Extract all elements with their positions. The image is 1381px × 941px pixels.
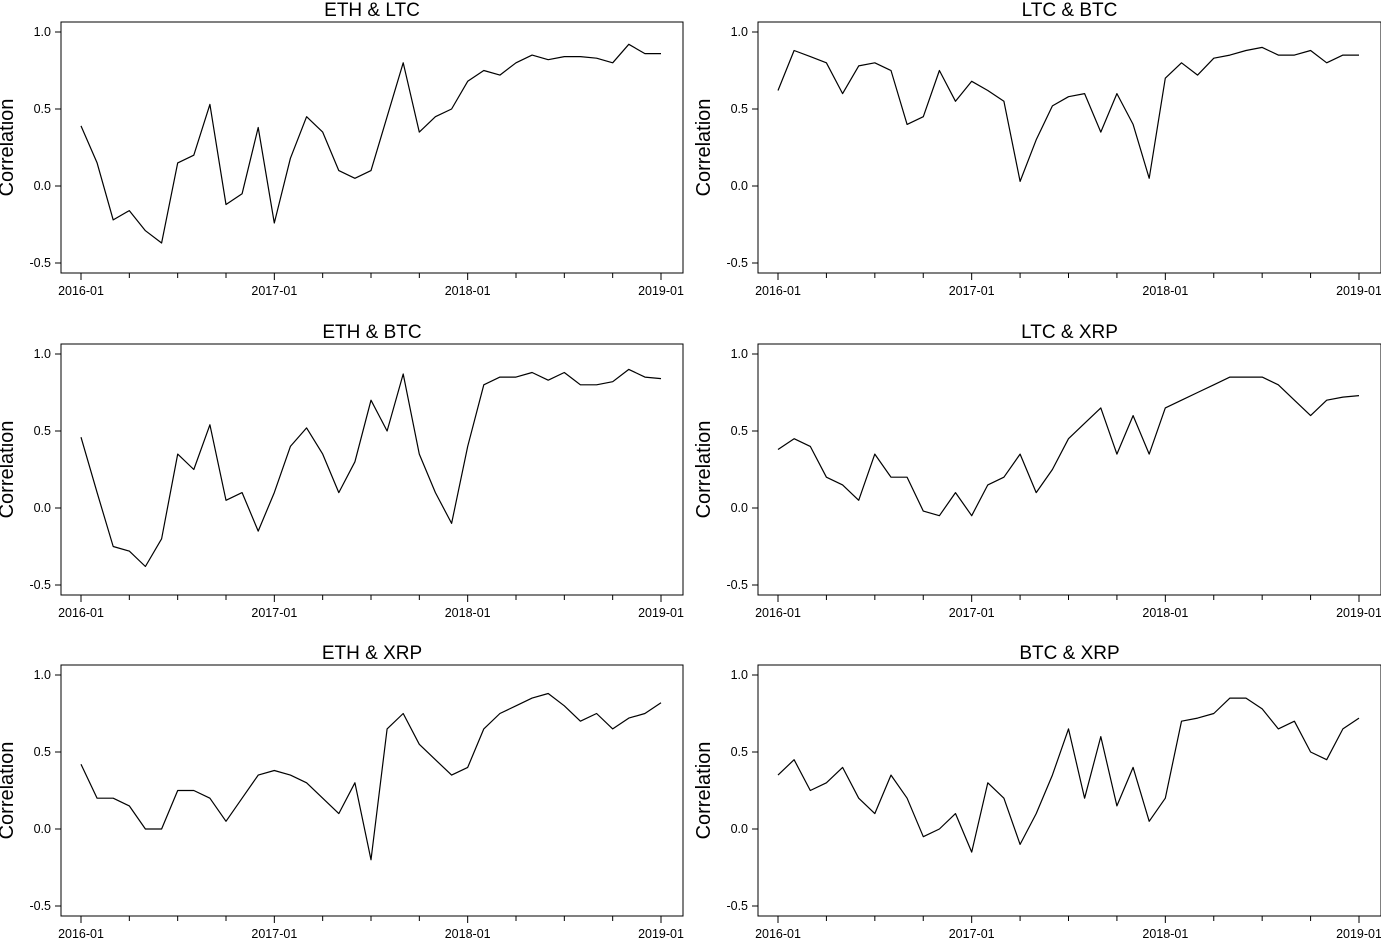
y-tick-label: 1.0: [34, 668, 51, 682]
plot-frame: [757, 664, 1381, 917]
y-tick-label: 0.5: [34, 424, 51, 438]
y-tick-label: -0.5: [726, 578, 748, 592]
y-tick-label: 0.0: [731, 501, 748, 515]
y-tick-label: 0.5: [34, 102, 51, 116]
y-tick-label: -0.5: [726, 256, 748, 270]
y-tick-label: 0.0: [34, 822, 51, 836]
x-tick-label: 2018-01: [1142, 927, 1188, 941]
y-tick-label: -0.5: [29, 899, 51, 913]
x-tick-label: 2019-01: [638, 927, 684, 941]
plot-frame: [60, 343, 684, 596]
y-tick-label: 0.5: [731, 102, 748, 116]
chart-panel-1: ETH & LTC Correlation -0.5 0.0 0.5 1.0 2016-01…: [0, 0, 684, 298]
y-tick-label: 0.0: [731, 179, 748, 193]
correlation-line: [80, 43, 661, 244]
y-tick-label: 1.0: [34, 347, 51, 361]
chart-title: ETH & LTC: [324, 0, 420, 21]
x-tick-label: 2018-01: [445, 284, 491, 298]
x-tick-label: 2017-01: [949, 284, 995, 298]
chart-panel-4: LTC & XRP Correlation -0.5 0.0 0.5 1.0 2016-01…: [693, 322, 1381, 620]
x-tick-label: 2016-01: [755, 606, 801, 620]
chart-panel-3: ETH & BTC Correlation -0.5 0.0 0.5 1.0 2016-01…: [0, 322, 684, 620]
correlation-line: [777, 46, 1359, 182]
correlation-line: [777, 376, 1360, 517]
y-tick-label: 1.0: [731, 25, 748, 39]
y-tick-label: 1.0: [34, 25, 51, 39]
x-tick-label: 2016-01: [58, 927, 104, 941]
x-tick-label: 2017-01: [251, 284, 297, 298]
y-axis-label: Correlation: [693, 742, 715, 840]
chart-title: LTC & XRP: [1021, 322, 1118, 343]
y-tick-label: -0.5: [726, 899, 748, 913]
x-tick-label: 2017-01: [251, 606, 297, 620]
y-tick-label: 1.0: [731, 668, 748, 682]
y-axis-label: Correlation: [693, 99, 715, 197]
x-tick-label: 2019-01: [1336, 606, 1381, 620]
x-tick-label: 2016-01: [58, 606, 104, 620]
x-tick-label: 2016-01: [755, 284, 801, 298]
plot-frame: [757, 343, 1381, 596]
x-tick-label: 2018-01: [445, 606, 491, 620]
x-tick-label: 2017-01: [949, 606, 995, 620]
correlation-line: [80, 692, 662, 861]
plot-frame: [757, 21, 1381, 274]
y-tick-label: 0.5: [731, 424, 748, 438]
chart-title: ETH & BTC: [322, 322, 421, 343]
y-tick-label: 1.0: [731, 347, 748, 361]
y-axis-label: Correlation: [693, 421, 715, 519]
y-tick-label: 0.0: [34, 501, 51, 515]
x-tick-label: 2016-01: [58, 284, 104, 298]
chart-title: ETH & XRP: [322, 643, 422, 664]
x-tick-label: 2019-01: [638, 284, 684, 298]
correlation-line: [777, 697, 1360, 853]
x-tick-label: 2017-01: [251, 927, 297, 941]
correlation-line: [80, 368, 662, 568]
y-tick-label: 0.0: [731, 822, 748, 836]
y-axis-label: Correlation: [0, 421, 18, 519]
chart-panel-5: ETH & XRP Correlation -0.5 0.0 0.5 1.0 2016-01…: [0, 643, 684, 941]
y-tick-label: 0.5: [731, 745, 748, 759]
x-tick-label: 2019-01: [1336, 284, 1381, 298]
chart-title: BTC & XRP: [1019, 643, 1119, 664]
x-tick-label: 2017-01: [949, 927, 995, 941]
x-tick-label: 2018-01: [445, 927, 491, 941]
plot-frame: [60, 664, 684, 917]
y-tick-label: -0.5: [29, 578, 51, 592]
plot-frame: [60, 21, 684, 274]
x-tick-label: 2019-01: [1336, 927, 1381, 941]
x-tick-label: 2018-01: [1142, 284, 1188, 298]
chart-panel-6: BTC & XRP Correlation -0.5 0.0 0.5 1.0 2016-01…: [693, 643, 1381, 941]
x-tick-label: 2018-01: [1142, 606, 1188, 620]
y-tick-label: 0.5: [34, 745, 51, 759]
x-tick-label: 2016-01: [755, 927, 801, 941]
y-tick-label: -0.5: [29, 256, 51, 270]
y-axis-label: Correlation: [0, 742, 18, 840]
chart-panel-2: LTC & BTC Correlation -0.5 0.0 0.5 1.0 2016-01…: [693, 0, 1381, 298]
y-tick-label: 0.0: [34, 179, 51, 193]
y-axis-label: Correlation: [0, 99, 18, 197]
x-tick-label: 2019-01: [638, 606, 684, 620]
chart-title: LTC & BTC: [1022, 0, 1118, 21]
